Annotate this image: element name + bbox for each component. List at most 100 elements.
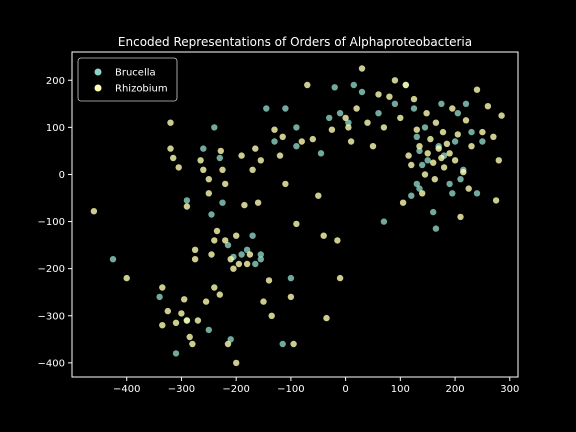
- point-rhizobium-9: [175, 164, 182, 171]
- point-brucella-14: [238, 251, 245, 258]
- point-brucella-6: [205, 326, 212, 334]
- point-brucella-43: [416, 147, 423, 155]
- point-rhizobium-54: [287, 293, 295, 301]
- point-brucella-18: [257, 256, 264, 263]
- x-axis: −400 −300 −200 −100 0 100 200 300: [113, 377, 519, 395]
- point-rhizobium-35: [230, 265, 237, 272]
- point-rhizobium-0: [90, 208, 98, 215]
- point-rhizobium-51: [276, 152, 284, 159]
- legend-label-brucella: Brucella: [115, 68, 156, 79]
- point-brucella-40: [413, 180, 420, 188]
- point-rhizobium-86: [421, 171, 429, 178]
- x-tick-label: −200: [222, 384, 249, 395]
- y-tick-label: 200: [46, 76, 65, 87]
- point-brucella-36: [391, 100, 399, 108]
- point-rhizobium-31: [222, 180, 229, 188]
- point-rhizobium-60: [315, 192, 322, 199]
- legend-marker-rhizobium: [94, 84, 102, 92]
- point-rhizobium-69: [353, 105, 360, 112]
- point-brucella-2: [172, 350, 180, 357]
- point-rhizobium-101: [454, 131, 461, 138]
- point-rhizobium-61: [320, 232, 327, 239]
- point-rhizobium-67: [345, 124, 352, 131]
- y-tick-label: 100: [46, 123, 65, 134]
- point-rhizobium-59: [309, 135, 316, 143]
- point-rhizobium-81: [408, 161, 415, 169]
- point-rhizobium-52: [279, 133, 286, 140]
- point-rhizobium-62: [323, 314, 330, 322]
- point-brucella-32: [350, 81, 357, 89]
- point-brucella-10: [219, 199, 226, 206]
- point-rhizobium-57: [298, 138, 305, 145]
- point-brucella-27: [317, 150, 325, 157]
- point-rhizobium-77: [397, 114, 404, 122]
- point-brucella-61: [479, 138, 486, 145]
- point-rhizobium-47: [260, 298, 267, 305]
- point-brucella-35: [380, 218, 388, 225]
- point-rhizobium-85: [419, 190, 426, 197]
- point-rhizobium-91: [431, 176, 438, 183]
- point-rhizobium-76: [391, 77, 399, 84]
- point-rhizobium-48: [265, 277, 273, 284]
- point-rhizobium-79: [402, 81, 409, 89]
- point-brucella-56: [457, 176, 464, 183]
- point-rhizobium-56: [293, 220, 300, 228]
- point-brucella-15: [243, 246, 251, 253]
- point-rhizobium-102: [457, 213, 464, 221]
- point-rhizobium-33: [224, 340, 232, 348]
- point-rhizobium-21: [202, 298, 210, 305]
- point-rhizobium-29: [217, 147, 224, 155]
- point-brucella-30: [336, 110, 344, 117]
- point-brucella-24: [287, 274, 295, 282]
- x-tick-label: 100: [391, 384, 410, 395]
- point-rhizobium-15: [189, 340, 196, 348]
- x-tick-label: 0: [342, 384, 348, 395]
- point-brucella-0: [109, 256, 117, 263]
- point-rhizobium-16: [191, 246, 199, 253]
- x-tick-label: 200: [446, 384, 465, 395]
- point-rhizobium-5: [167, 145, 174, 152]
- point-rhizobium-72: [369, 143, 377, 150]
- x-tick-label: −400: [113, 384, 140, 395]
- point-brucella-16: [249, 232, 256, 239]
- point-rhizobium-83: [413, 126, 420, 133]
- point-rhizobium-64: [334, 237, 341, 244]
- point-brucella-5: [200, 145, 207, 152]
- point-rhizobium-14: [186, 333, 193, 341]
- point-rhizobium-109: [484, 103, 492, 110]
- point-rhizobium-23: [205, 190, 212, 197]
- legend-marker-brucella: [94, 68, 102, 76]
- point-rhizobium-2: [159, 284, 166, 291]
- point-rhizobium-41: [243, 260, 251, 268]
- point-rhizobium-32: [222, 237, 229, 244]
- point-rhizobium-73: [375, 91, 382, 98]
- point-rhizobium-10: [178, 310, 185, 317]
- point-rhizobium-19: [197, 157, 204, 164]
- point-rhizobium-28: [216, 291, 223, 298]
- point-rhizobium-103: [460, 168, 467, 176]
- point-rhizobium-43: [249, 166, 256, 173]
- point-rhizobium-96: [440, 164, 448, 171]
- y-tick-label: −200: [38, 264, 65, 275]
- point-brucella-41: [413, 133, 420, 140]
- point-brucella-20: [263, 105, 270, 112]
- point-rhizobium-40: [241, 201, 248, 209]
- point-brucella-46: [424, 157, 431, 164]
- point-rhizobium-7: [170, 154, 177, 162]
- point-brucella-38: [408, 192, 415, 199]
- point-rhizobium-46: [257, 157, 264, 164]
- point-rhizobium-75: [386, 93, 393, 100]
- point-rhizobium-106: [468, 143, 475, 150]
- point-rhizobium-70: [358, 65, 366, 72]
- point-rhizobium-108: [479, 128, 486, 136]
- chart-title: Encoded Representations of Orders of Alp…: [118, 35, 472, 49]
- point-brucella-29: [331, 84, 338, 91]
- point-rhizobium-37: [233, 232, 240, 239]
- point-brucella-44: [419, 161, 426, 169]
- point-rhizobium-53: [282, 180, 289, 188]
- point-rhizobium-105: [465, 185, 472, 192]
- point-rhizobium-112: [495, 157, 502, 164]
- point-rhizobium-30: [219, 166, 226, 173]
- point-rhizobium-26: [211, 237, 218, 244]
